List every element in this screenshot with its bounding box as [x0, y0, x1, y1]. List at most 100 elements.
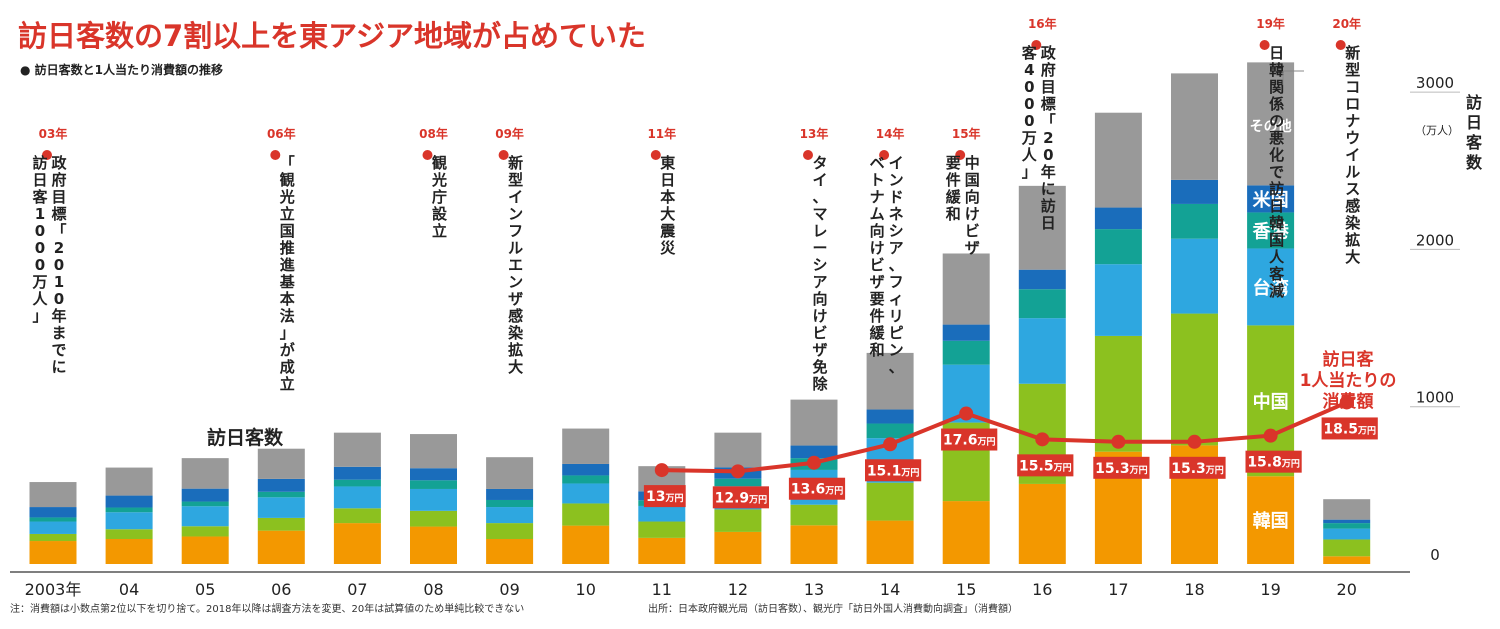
- event-text-char: ザ: [965, 239, 980, 257]
- bar-segment: [181, 536, 229, 564]
- spend-label-box: [1017, 454, 1074, 477]
- event-text-char: 立: [280, 375, 295, 393]
- y-tick-label: 1000: [1416, 389, 1454, 407]
- bar-segment: [1018, 269, 1066, 290]
- x-tick-label: 20: [1337, 580, 1357, 599]
- event-text-char: 和: [870, 341, 885, 359]
- event-text-char: ま: [51, 324, 66, 342]
- spend-label: 18.5万円: [1323, 421, 1376, 437]
- event-text-char: ア: [812, 273, 827, 291]
- event-text-char: け: [870, 239, 885, 257]
- bar-segment: [333, 432, 381, 467]
- event-text-char: リ: [889, 307, 904, 325]
- line-series-label: 1人当たりの: [1300, 370, 1397, 391]
- bar-segment: [105, 507, 153, 513]
- footnote: 注：消費額は小数点第2位以下を切り捨て。2018年以降は調査方法を変更、20年は…: [10, 602, 524, 615]
- bar-segment: [333, 466, 381, 480]
- event-text-char: ン: [508, 205, 523, 223]
- bar-segment: [1018, 289, 1066, 319]
- event-text-char: 国: [965, 171, 980, 189]
- bar-segment: [29, 517, 77, 522]
- bar-segment: [638, 505, 686, 522]
- spend-label: 17.6万円: [943, 433, 996, 449]
- bar-segment: [29, 541, 77, 564]
- line-series-label: 消費額: [1323, 391, 1374, 412]
- spend-label-box: [1321, 417, 1378, 440]
- event-text-char: 庁: [431, 188, 447, 206]
- event-text-char: 国: [1269, 231, 1284, 249]
- bar-segment: [790, 445, 838, 459]
- x-tick-label: 10: [576, 580, 596, 599]
- bar-segment: [257, 448, 305, 479]
- event-text-char: 「: [51, 222, 66, 240]
- event-text-char: ナ: [1345, 112, 1360, 130]
- event-text-char: 人: [1269, 248, 1285, 266]
- event-text-char: 緩: [946, 188, 962, 206]
- event-text-char: タ: [812, 154, 827, 172]
- x-tick-label: 18: [1184, 580, 1204, 599]
- event-text-char: 」: [280, 324, 295, 342]
- event-text-char: 係: [1269, 95, 1284, 113]
- event-year: 19年: [1256, 16, 1285, 31]
- bar-segment: [1247, 248, 1295, 326]
- event-text-char: 立: [432, 222, 447, 240]
- event-marker: [270, 150, 281, 160]
- bar-segment: [562, 483, 610, 504]
- event-text-char: 本: [280, 290, 295, 308]
- event-text-char: ィ: [889, 290, 904, 308]
- spend-label: 13万円: [646, 489, 684, 505]
- event-text-char: ト: [870, 171, 885, 189]
- event-text-char: 関: [1269, 78, 1284, 96]
- x-tick-label: 07: [347, 580, 367, 599]
- bar-segment: [1323, 556, 1371, 564]
- bar-segment: [942, 501, 990, 564]
- event-year: 11年: [647, 126, 676, 141]
- bar-segment: [1247, 185, 1295, 213]
- event-text-char: け: [812, 307, 827, 325]
- spend-point: [1339, 395, 1354, 410]
- bar-segment: [714, 432, 762, 468]
- event-text-char: 0: [35, 256, 45, 274]
- event-text-char: 政: [51, 154, 67, 172]
- event-text-char: 0: [1043, 146, 1053, 164]
- event-text-char: 、: [889, 256, 904, 274]
- event-text-char: 観: [432, 154, 447, 172]
- bar-segment: [333, 523, 381, 564]
- event-text-char: 2: [54, 239, 64, 257]
- event-text-char: 東: [660, 154, 675, 172]
- bar-segment: [29, 482, 77, 508]
- event-text-char: 韓: [1269, 214, 1284, 232]
- y-axis-label-char: 日: [1466, 113, 1482, 132]
- event-marker: [803, 150, 813, 160]
- spend-label-box: [1093, 456, 1150, 479]
- bar-segment: [562, 475, 610, 484]
- event-text-char: 0: [35, 222, 45, 240]
- bar-segment: [790, 504, 838, 526]
- event-text-char: フ: [889, 273, 904, 291]
- bar-segment: [181, 506, 229, 527]
- bar-segment: [1018, 185, 1066, 270]
- event-marker: [422, 150, 433, 160]
- event-text-char: 基: [279, 273, 296, 291]
- bar-segment: [1247, 476, 1295, 564]
- bar-segment: [181, 526, 229, 537]
- bar-segment: [105, 538, 153, 564]
- segment-label: 台湾: [1253, 277, 1289, 299]
- source: 出所：日本政府観光局（訪日客数）、観光庁「訪日外国人消費動向調査」（消費額）: [648, 602, 1018, 615]
- event-text-char: ネ: [889, 205, 904, 223]
- event-text-char: 、: [889, 358, 904, 376]
- segment-label: 中国: [1253, 391, 1289, 413]
- bar-segment: [638, 537, 686, 564]
- event-text-char: ア: [889, 239, 904, 257]
- bar-segment: [1323, 523, 1371, 529]
- event-marker: [1335, 40, 1346, 50]
- event-text-char: 減: [1269, 282, 1284, 300]
- event-year: 16年: [1028, 16, 1057, 31]
- event-marker: [42, 150, 52, 160]
- event-text-char: 向: [965, 188, 980, 206]
- event-text-char: 化: [1269, 146, 1284, 164]
- event-text-char: で: [51, 341, 66, 359]
- bar-segment: [562, 428, 610, 464]
- event-text-char: 府: [51, 171, 66, 189]
- event-text-char: ー: [812, 239, 827, 257]
